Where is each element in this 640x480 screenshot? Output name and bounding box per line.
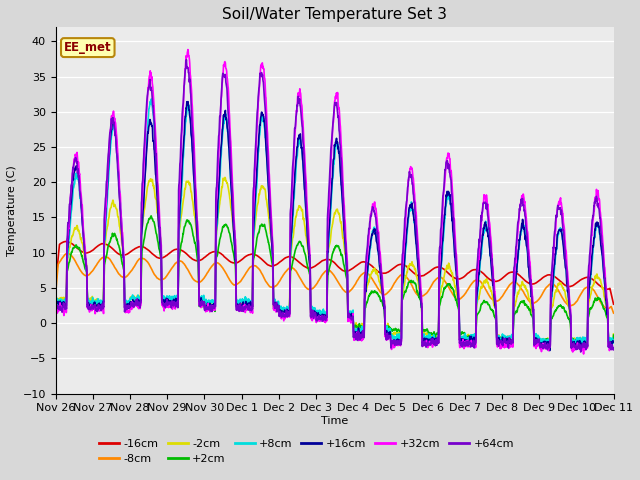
+8cm bbox=[497, 337, 505, 343]
+2cm bbox=[52, 309, 60, 315]
-2cm bbox=[610, 331, 618, 337]
+64cm bbox=[52, 314, 60, 320]
Line: -2cm: -2cm bbox=[56, 178, 614, 344]
+8cm bbox=[577, 335, 584, 340]
-2cm bbox=[221, 175, 228, 180]
-2cm bbox=[363, 283, 371, 289]
+32cm bbox=[52, 315, 60, 321]
+2cm bbox=[561, 307, 568, 313]
Line: +8cm: +8cm bbox=[56, 99, 614, 345]
+2cm bbox=[363, 300, 371, 305]
+32cm bbox=[351, 334, 358, 340]
-16cm bbox=[561, 282, 568, 288]
+64cm bbox=[561, 242, 568, 248]
+32cm bbox=[363, 259, 371, 264]
-8cm bbox=[63, 251, 71, 256]
+8cm bbox=[52, 311, 60, 317]
+16cm bbox=[351, 330, 358, 336]
-8cm bbox=[610, 310, 618, 316]
+8cm bbox=[148, 96, 156, 102]
+8cm bbox=[541, 342, 549, 348]
+16cm bbox=[184, 99, 192, 105]
X-axis label: Time: Time bbox=[321, 416, 348, 426]
-16cm bbox=[363, 260, 371, 265]
-8cm bbox=[561, 298, 568, 304]
-16cm bbox=[207, 250, 215, 255]
-2cm bbox=[207, 302, 215, 308]
+32cm bbox=[561, 227, 568, 233]
-2cm bbox=[577, 337, 584, 343]
Y-axis label: Temperature (C): Temperature (C) bbox=[7, 165, 17, 256]
-2cm bbox=[561, 288, 568, 294]
+64cm bbox=[363, 246, 371, 252]
-8cm bbox=[363, 270, 371, 276]
+2cm bbox=[207, 305, 215, 311]
+16cm bbox=[207, 304, 215, 310]
Line: +16cm: +16cm bbox=[56, 102, 614, 350]
+64cm bbox=[207, 304, 215, 310]
Legend: -16cm, -8cm, -2cm, +2cm, +8cm, +16cm, +32cm, +64cm: -16cm, -8cm, -2cm, +2cm, +8cm, +16cm, +3… bbox=[95, 434, 518, 468]
+8cm bbox=[610, 340, 618, 346]
Text: EE_met: EE_met bbox=[64, 41, 111, 54]
+2cm bbox=[351, 323, 358, 329]
+2cm bbox=[147, 213, 155, 219]
-16cm bbox=[497, 276, 505, 282]
+8cm bbox=[561, 253, 568, 259]
-16cm bbox=[610, 301, 618, 307]
+16cm bbox=[363, 270, 371, 276]
+8cm bbox=[207, 299, 215, 304]
+16cm bbox=[610, 339, 618, 345]
+64cm bbox=[577, 349, 584, 355]
+2cm bbox=[576, 338, 584, 344]
Line: -16cm: -16cm bbox=[56, 241, 614, 304]
+32cm bbox=[576, 344, 584, 349]
+64cm bbox=[610, 347, 618, 353]
-16cm bbox=[576, 277, 584, 283]
Title: Soil/Water Temperature Set 3: Soil/Water Temperature Set 3 bbox=[222, 7, 447, 22]
+64cm bbox=[182, 57, 190, 62]
+2cm bbox=[580, 339, 588, 345]
-8cm bbox=[52, 292, 60, 298]
+16cm bbox=[497, 337, 505, 343]
-8cm bbox=[497, 295, 505, 301]
+32cm bbox=[497, 346, 505, 351]
-2cm bbox=[531, 341, 539, 347]
-16cm bbox=[62, 239, 70, 244]
-16cm bbox=[351, 264, 358, 270]
+2cm bbox=[610, 332, 618, 338]
+32cm bbox=[610, 345, 618, 351]
-8cm bbox=[207, 264, 215, 270]
+16cm bbox=[52, 311, 60, 317]
+64cm bbox=[497, 337, 505, 343]
+64cm bbox=[576, 345, 584, 350]
-16cm bbox=[52, 282, 60, 288]
+16cm bbox=[546, 348, 554, 353]
+8cm bbox=[363, 278, 371, 284]
+32cm bbox=[207, 306, 215, 312]
Line: -8cm: -8cm bbox=[56, 253, 614, 313]
+8cm bbox=[351, 326, 358, 332]
+2cm bbox=[497, 336, 505, 341]
Line: +2cm: +2cm bbox=[56, 216, 614, 342]
+16cm bbox=[577, 341, 584, 347]
-2cm bbox=[52, 304, 60, 310]
Line: +32cm: +32cm bbox=[56, 49, 614, 354]
+16cm bbox=[561, 256, 568, 262]
Line: +64cm: +64cm bbox=[56, 60, 614, 352]
+64cm bbox=[351, 332, 358, 337]
-8cm bbox=[351, 282, 358, 288]
-8cm bbox=[576, 293, 584, 299]
-2cm bbox=[351, 325, 358, 331]
+32cm bbox=[580, 351, 588, 357]
+32cm bbox=[184, 47, 192, 52]
-2cm bbox=[497, 335, 505, 340]
